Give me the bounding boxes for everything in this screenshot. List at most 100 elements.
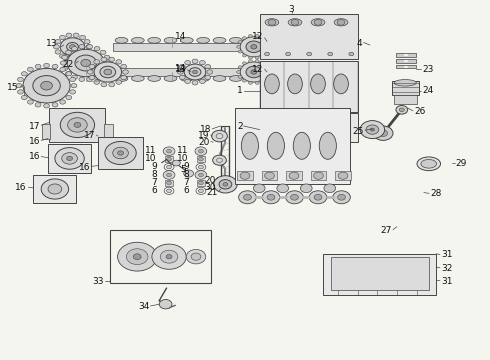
- Circle shape: [248, 81, 252, 84]
- Circle shape: [267, 194, 275, 200]
- Circle shape: [109, 57, 115, 62]
- Ellipse shape: [148, 76, 161, 81]
- Circle shape: [186, 249, 206, 264]
- Circle shape: [89, 64, 95, 68]
- Ellipse shape: [131, 76, 144, 81]
- Text: 20: 20: [204, 176, 216, 185]
- Circle shape: [366, 125, 379, 134]
- Circle shape: [101, 82, 107, 87]
- Circle shape: [255, 60, 259, 63]
- Circle shape: [277, 184, 289, 193]
- Circle shape: [55, 148, 84, 169]
- Circle shape: [314, 19, 322, 25]
- Text: 7: 7: [183, 178, 189, 187]
- Circle shape: [267, 71, 271, 73]
- Circle shape: [265, 52, 270, 56]
- Ellipse shape: [265, 74, 279, 94]
- Circle shape: [105, 141, 136, 165]
- Text: 11: 11: [177, 146, 189, 155]
- Circle shape: [246, 41, 262, 53]
- Circle shape: [205, 75, 211, 80]
- Circle shape: [240, 37, 268, 57]
- Bar: [331, 257, 429, 290]
- Circle shape: [84, 50, 90, 54]
- Circle shape: [80, 54, 86, 58]
- Ellipse shape: [334, 19, 348, 26]
- Text: 16: 16: [29, 152, 40, 161]
- Text: 18: 18: [200, 125, 212, 134]
- Circle shape: [184, 170, 194, 177]
- Circle shape: [18, 90, 24, 94]
- Circle shape: [60, 61, 66, 65]
- Circle shape: [62, 67, 68, 71]
- Bar: [48, 144, 91, 173]
- Circle shape: [244, 194, 251, 200]
- Text: 28: 28: [430, 189, 441, 198]
- Text: 31: 31: [441, 277, 452, 286]
- Circle shape: [126, 249, 148, 265]
- Text: 4: 4: [357, 39, 363, 48]
- Text: 10: 10: [146, 154, 157, 163]
- Text: 12: 12: [252, 65, 264, 74]
- Circle shape: [192, 59, 198, 63]
- Text: 16: 16: [16, 183, 27, 192]
- Bar: [110, 230, 211, 283]
- Circle shape: [185, 60, 191, 65]
- Circle shape: [41, 81, 52, 90]
- Ellipse shape: [229, 37, 242, 43]
- Bar: [49, 108, 105, 142]
- Text: 19: 19: [198, 131, 210, 140]
- Circle shape: [62, 55, 68, 59]
- Ellipse shape: [197, 37, 210, 43]
- Circle shape: [195, 147, 207, 156]
- Circle shape: [86, 45, 92, 49]
- Circle shape: [101, 57, 107, 62]
- Circle shape: [195, 171, 207, 179]
- Circle shape: [113, 147, 128, 159]
- Circle shape: [104, 67, 110, 71]
- Circle shape: [251, 70, 257, 74]
- Circle shape: [239, 191, 256, 204]
- Circle shape: [248, 56, 252, 59]
- Circle shape: [289, 172, 299, 179]
- Circle shape: [71, 84, 77, 88]
- Circle shape: [240, 172, 250, 179]
- Circle shape: [205, 64, 211, 69]
- Text: 3: 3: [289, 5, 294, 14]
- Circle shape: [68, 118, 87, 132]
- Text: 16: 16: [79, 163, 91, 172]
- Bar: [396, 59, 416, 63]
- Text: 8: 8: [183, 170, 189, 179]
- Circle shape: [360, 121, 385, 139]
- Circle shape: [246, 66, 262, 78]
- Circle shape: [338, 172, 348, 179]
- Circle shape: [177, 70, 183, 74]
- Bar: [286, 171, 302, 180]
- Circle shape: [66, 56, 72, 60]
- Circle shape: [248, 60, 252, 63]
- Circle shape: [266, 75, 270, 78]
- Circle shape: [104, 69, 112, 75]
- Circle shape: [118, 242, 157, 271]
- Ellipse shape: [288, 19, 302, 26]
- Ellipse shape: [164, 76, 177, 81]
- Circle shape: [160, 250, 178, 263]
- Text: 23: 23: [422, 65, 434, 74]
- Circle shape: [307, 52, 312, 56]
- Text: 29: 29: [456, 158, 467, 168]
- Circle shape: [185, 79, 191, 84]
- Circle shape: [87, 77, 93, 81]
- Circle shape: [349, 52, 354, 56]
- Circle shape: [314, 194, 322, 200]
- Circle shape: [238, 50, 242, 53]
- Circle shape: [52, 103, 58, 107]
- Text: 1: 1: [237, 86, 243, 95]
- Ellipse shape: [242, 132, 259, 159]
- Circle shape: [75, 55, 97, 71]
- Circle shape: [109, 82, 115, 87]
- Circle shape: [59, 35, 65, 40]
- Text: 9: 9: [151, 162, 157, 171]
- Ellipse shape: [164, 37, 177, 43]
- Circle shape: [198, 173, 203, 177]
- Text: 20: 20: [198, 138, 210, 147]
